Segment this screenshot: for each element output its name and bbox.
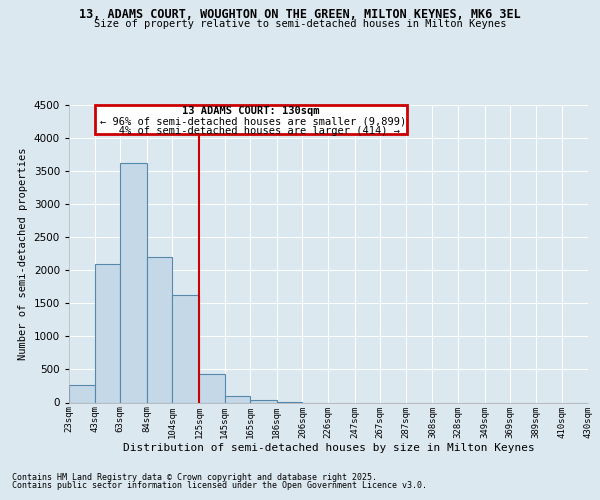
FancyBboxPatch shape (95, 105, 407, 134)
Text: 4% of semi-detached houses are larger (414) →: 4% of semi-detached houses are larger (4… (100, 126, 400, 136)
Bar (250, 400, 277, 402)
Text: Contains public sector information licensed under the Open Government Licence v3: Contains public sector information licen… (12, 481, 427, 490)
Text: 13, ADAMS COURT, WOUGHTON ON THE GREEN, MILTON KEYNES, MK6 3EL: 13, ADAMS COURT, WOUGHTON ON THE GREEN, … (79, 8, 521, 20)
Bar (120, 163, 147, 402)
Bar (172, 296, 199, 403)
Text: Size of property relative to semi-detached houses in Milton Keynes: Size of property relative to semi-detach… (94, 19, 506, 29)
Y-axis label: Number of semi-detached properties: Number of semi-detached properties (18, 148, 28, 360)
X-axis label: Distribution of semi-detached houses by size in Milton Keynes: Distribution of semi-detached houses by … (122, 443, 535, 453)
Bar (95, 264, 120, 402)
Bar (147, 257, 172, 402)
Text: Contains HM Land Registry data © Crown copyright and database right 2025.: Contains HM Land Registry data © Crown c… (12, 472, 377, 482)
Bar (199, 374, 224, 402)
Bar (69, 384, 95, 402)
Text: ← 96% of semi-detached houses are smaller (9,899): ← 96% of semi-detached houses are smalle… (100, 116, 406, 126)
Bar (224, 396, 250, 402)
Text: 13 ADAMS COURT: 130sqm: 13 ADAMS COURT: 130sqm (182, 106, 319, 117)
